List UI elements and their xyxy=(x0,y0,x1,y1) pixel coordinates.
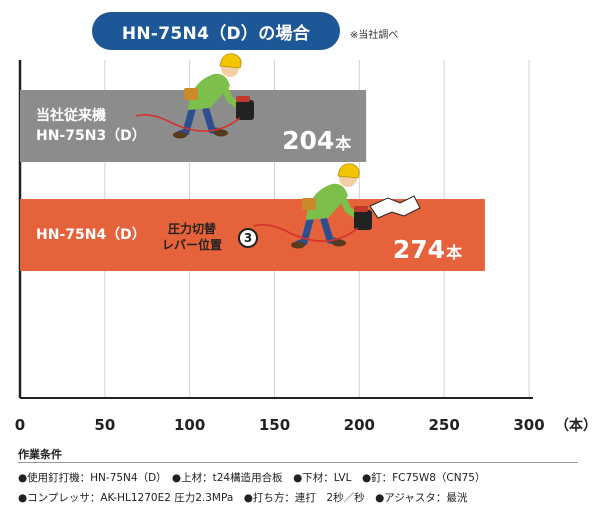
annotation-line: 圧力切替 xyxy=(168,222,217,236)
worker-figure-new xyxy=(253,163,372,249)
x-unit-label: （本） xyxy=(555,417,595,434)
bar-label-line: 当社従来機 xyxy=(36,108,106,124)
page-title-text: HN-75N4（D）の場合 xyxy=(121,23,311,44)
nailer-top xyxy=(354,206,368,212)
nailer-icon xyxy=(354,210,372,230)
conditions-line-1: ●使用釘打機：HN-75N4（D） ●上材：t24構造用合板 ●下材：LVL ●… xyxy=(18,472,486,484)
bar-value-new-model: 274本 xyxy=(393,235,462,264)
lever-position-badge: 3 xyxy=(238,228,258,248)
value-unit: 本 xyxy=(446,243,463,262)
worker-tool-belt xyxy=(184,88,198,100)
value-number: 274 xyxy=(392,235,446,264)
bar-label-line: HN-75N4（D） xyxy=(36,227,146,243)
helmet-icon xyxy=(337,163,360,179)
air-hose xyxy=(253,224,359,242)
x-tick-label: 250 xyxy=(429,416,460,434)
x-tick-label: 50 xyxy=(94,416,115,434)
x-tick-label: 150 xyxy=(259,416,290,434)
x-tick-label: 300 xyxy=(513,416,544,434)
worker-shoe xyxy=(173,131,187,139)
conditions-line-2: ●コンプレッサ：AK-HL1270E2 圧力2.3MPa ●打ち方：連打 2秒／… xyxy=(18,492,468,504)
worker-shoe xyxy=(332,239,346,247)
worker-figures xyxy=(135,53,421,249)
bar-label-line: HN-75N3（D） xyxy=(36,128,146,144)
nailer-top xyxy=(236,96,250,102)
worker-figure-previous xyxy=(135,53,254,139)
x-tick-label: 100 xyxy=(174,416,205,434)
worker-tool-belt xyxy=(302,198,316,210)
x-tick-label: 0 xyxy=(15,416,25,434)
value-number: 204 xyxy=(282,126,335,155)
lever-position-annotation: 圧力切替 レバー位置 xyxy=(162,221,222,253)
impact-burst-icon xyxy=(369,195,421,219)
page-title: HN-75N4（D）の場合 xyxy=(92,12,340,50)
nailer-icon xyxy=(236,100,254,120)
annotation-line: レバー位置 xyxy=(162,238,223,252)
helmet-icon xyxy=(219,53,242,69)
conditions-divider xyxy=(18,462,578,463)
bar-chart: 0 50 100 150 200 250 300 （本） xyxy=(15,53,595,434)
bar-value-previous-model: 204本 xyxy=(282,126,351,155)
worker-shoe xyxy=(214,129,228,137)
conditions-title: 作業条件 xyxy=(18,448,62,461)
air-hose xyxy=(135,114,241,132)
source-note: ※当社調べ xyxy=(350,30,399,41)
worker-shoe xyxy=(291,241,305,249)
x-tick-labels: 0 50 100 150 200 250 300 （本） xyxy=(15,416,595,434)
bar-label-previous-model: 当社従来機 HN-75N3（D） xyxy=(36,106,146,146)
bar-label-new-model: HN-75N4（D） xyxy=(36,225,146,245)
x-tick-label: 200 xyxy=(344,416,375,434)
value-unit: 本 xyxy=(335,134,352,153)
